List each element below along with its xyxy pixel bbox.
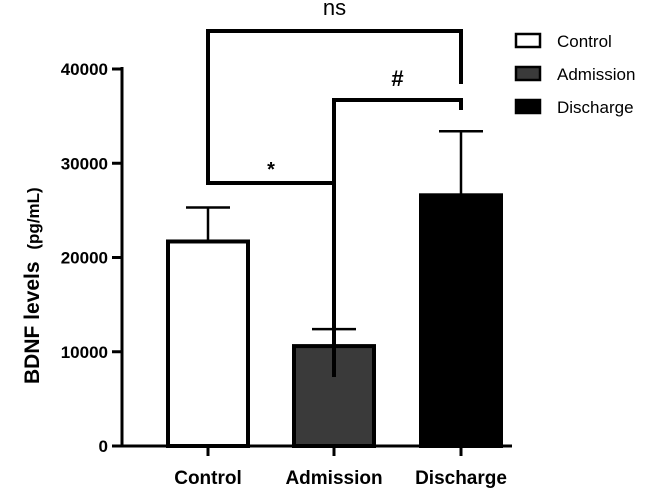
y-tick-label: 10000 xyxy=(61,343,108,362)
y-axis-unit: (pg/mL) xyxy=(24,187,43,249)
y-axis-title: BDNF levels (pg/mL) xyxy=(21,187,44,384)
legend-label: Discharge xyxy=(557,98,634,117)
y-axis-label: BDNF levels xyxy=(21,261,44,384)
x-tick-label: Control xyxy=(174,468,242,489)
legend-label: Admission xyxy=(557,65,635,84)
bar xyxy=(419,193,503,448)
x-tick-label: Admission xyxy=(285,468,382,489)
legend-swatch xyxy=(514,98,542,115)
legend-swatch xyxy=(514,65,542,82)
axes: 0 10000 20000 30000 40000 Control Admission Dis… xyxy=(61,60,512,489)
x-tick-label: Discharge xyxy=(415,468,507,489)
significance-label: * xyxy=(267,159,275,181)
significance-label: # xyxy=(391,66,403,91)
bar xyxy=(166,239,250,448)
significance-bracket xyxy=(206,29,463,160)
significance-label: ns xyxy=(323,0,346,20)
legend-label: Control xyxy=(557,32,612,51)
y-tick-label: 0 xyxy=(99,437,108,456)
legend: Control Admission Discharge xyxy=(514,32,635,117)
significance-brackets: * # ns xyxy=(206,0,463,377)
legend-swatch xyxy=(514,32,542,49)
y-tick-label: 30000 xyxy=(61,154,108,173)
y-tick-label: 20000 xyxy=(61,249,108,268)
y-tick-label: 40000 xyxy=(61,60,108,79)
bars xyxy=(166,129,503,448)
significance-bracket xyxy=(332,98,463,377)
svg-text:BDNF levels (pg/mL): BDNF levels (pg/mL) xyxy=(21,187,44,384)
